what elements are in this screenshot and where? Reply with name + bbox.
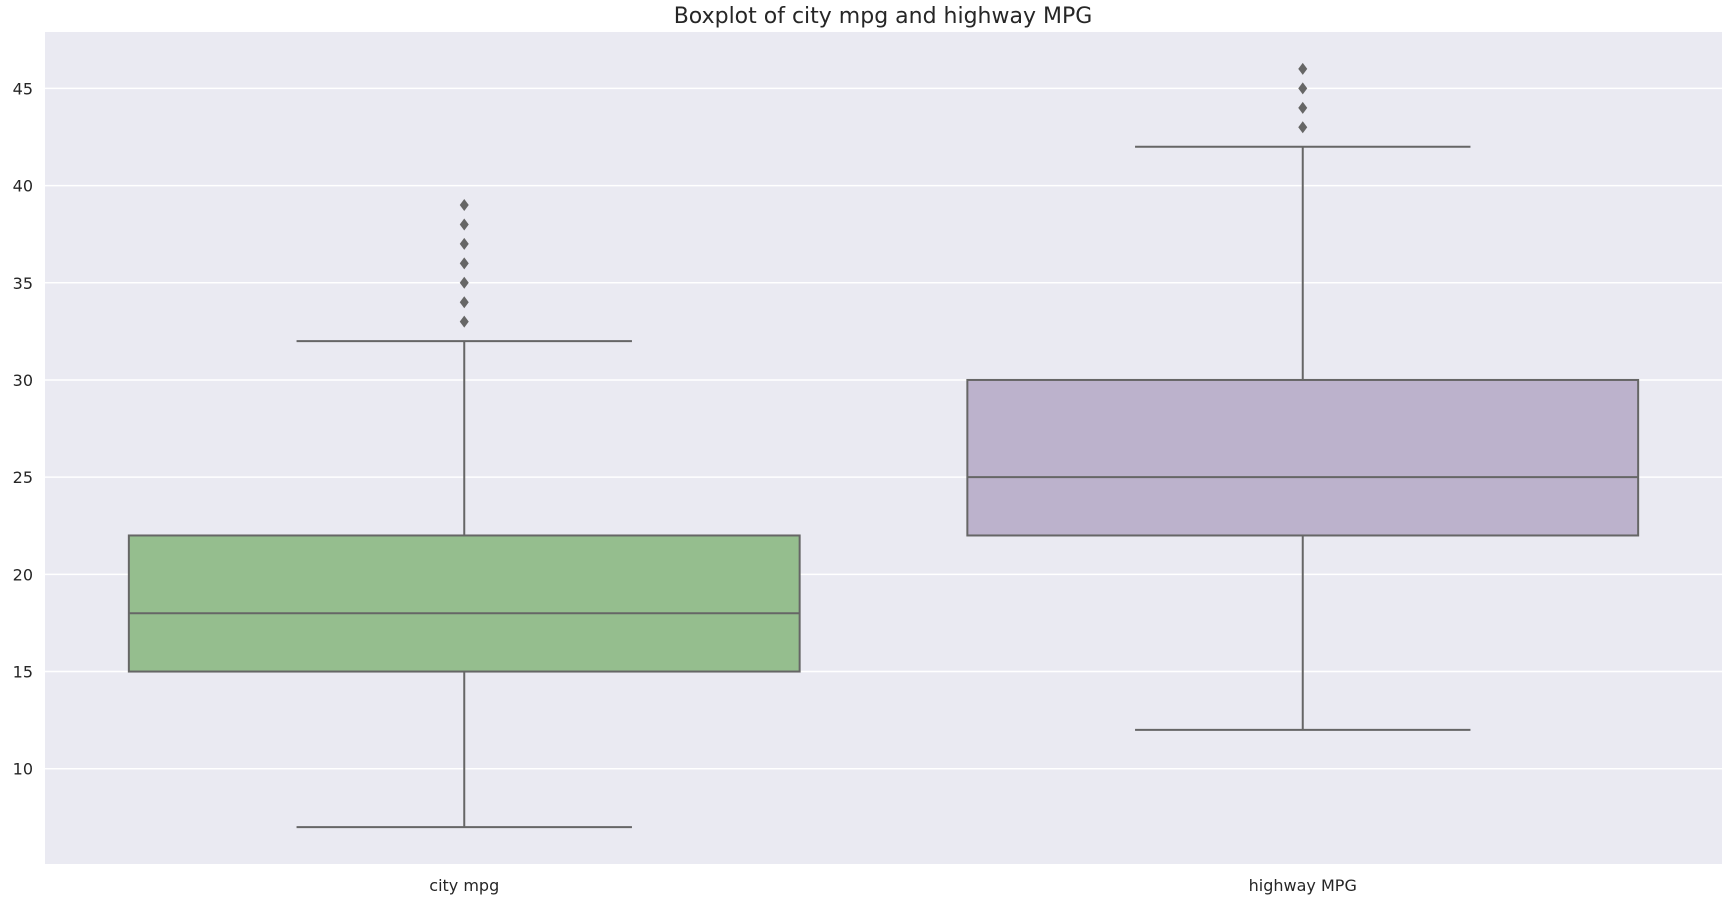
outlier-point	[1298, 62, 1308, 75]
outlier-point	[459, 315, 469, 328]
y-tick-label: 10	[13, 760, 33, 779]
outlier-point	[1298, 82, 1308, 95]
iqr-box	[127, 534, 801, 673]
y-tick-label: 20	[13, 565, 33, 584]
y-tick-label: 45	[13, 79, 33, 98]
outlier-point	[459, 296, 469, 309]
chart-title: Boxplot of city mpg and highway MPG	[674, 4, 1093, 29]
x-tick-label: highway MPG	[1249, 876, 1357, 895]
x-tick-labels: city mpg highway MPG	[429, 876, 1357, 895]
boxes	[127, 62, 1640, 829]
y-tick-label: 40	[13, 177, 33, 196]
box-group	[966, 62, 1640, 731]
outlier-point	[459, 237, 469, 250]
y-tick-label: 35	[13, 274, 33, 293]
iqr-box	[966, 378, 1640, 537]
y-tick-label: 15	[13, 663, 33, 682]
outlier-point	[1298, 121, 1308, 134]
x-tick-label: city mpg	[429, 876, 499, 895]
outlier-point	[459, 257, 469, 270]
outlier-point	[1298, 101, 1308, 114]
box-group	[127, 199, 801, 829]
outlier-point	[459, 218, 469, 231]
y-tick-label: 30	[13, 371, 33, 390]
y-tick-labels: 10 15 20 25 30 35 40 45	[13, 79, 33, 778]
outlier-point	[459, 199, 469, 212]
outlier-point	[459, 276, 469, 289]
y-tick-label: 25	[13, 468, 33, 487]
